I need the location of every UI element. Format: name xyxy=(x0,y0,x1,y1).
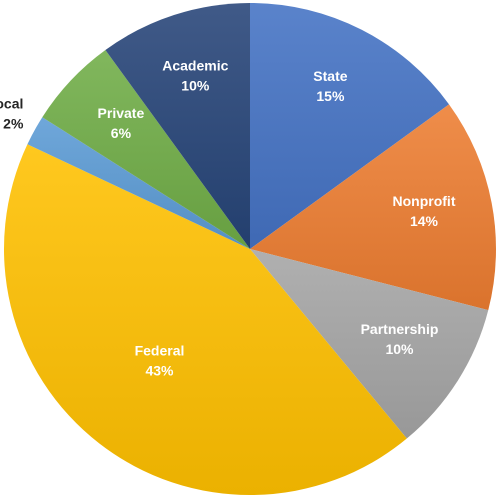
slice-value-nonprofit: 14% xyxy=(410,213,439,229)
slice-partnership xyxy=(250,249,489,439)
slice-value-state: 15% xyxy=(316,88,345,104)
slice-value-academic: 10% xyxy=(181,78,210,94)
slice-label-private: Private xyxy=(98,105,145,121)
slice-label-academic: Academic xyxy=(162,58,228,74)
slice-label-state: State xyxy=(313,68,347,84)
slice-local xyxy=(27,117,250,249)
slice-federal xyxy=(3,144,407,496)
slice-label-federal: Federal xyxy=(135,343,185,359)
slice-label-partnership: Partnership xyxy=(361,321,439,337)
slice-private xyxy=(42,49,250,250)
slice-value-private: 6% xyxy=(111,125,132,141)
slice-label-local: Local xyxy=(0,96,23,112)
slice-state xyxy=(250,3,450,249)
slice-label-nonprofit: Nonprofit xyxy=(393,193,456,209)
slice-nonprofit xyxy=(250,104,497,311)
slice-academic xyxy=(105,2,251,249)
slice-value-local: 2% xyxy=(3,116,24,132)
pie-slices xyxy=(3,2,497,496)
pie-labels: State 15% Nonprofit 14% Partnership 10% Federa… xyxy=(0,58,456,379)
slice-value-federal: 43% xyxy=(145,363,174,379)
slice-value-partnership: 10% xyxy=(385,341,414,357)
